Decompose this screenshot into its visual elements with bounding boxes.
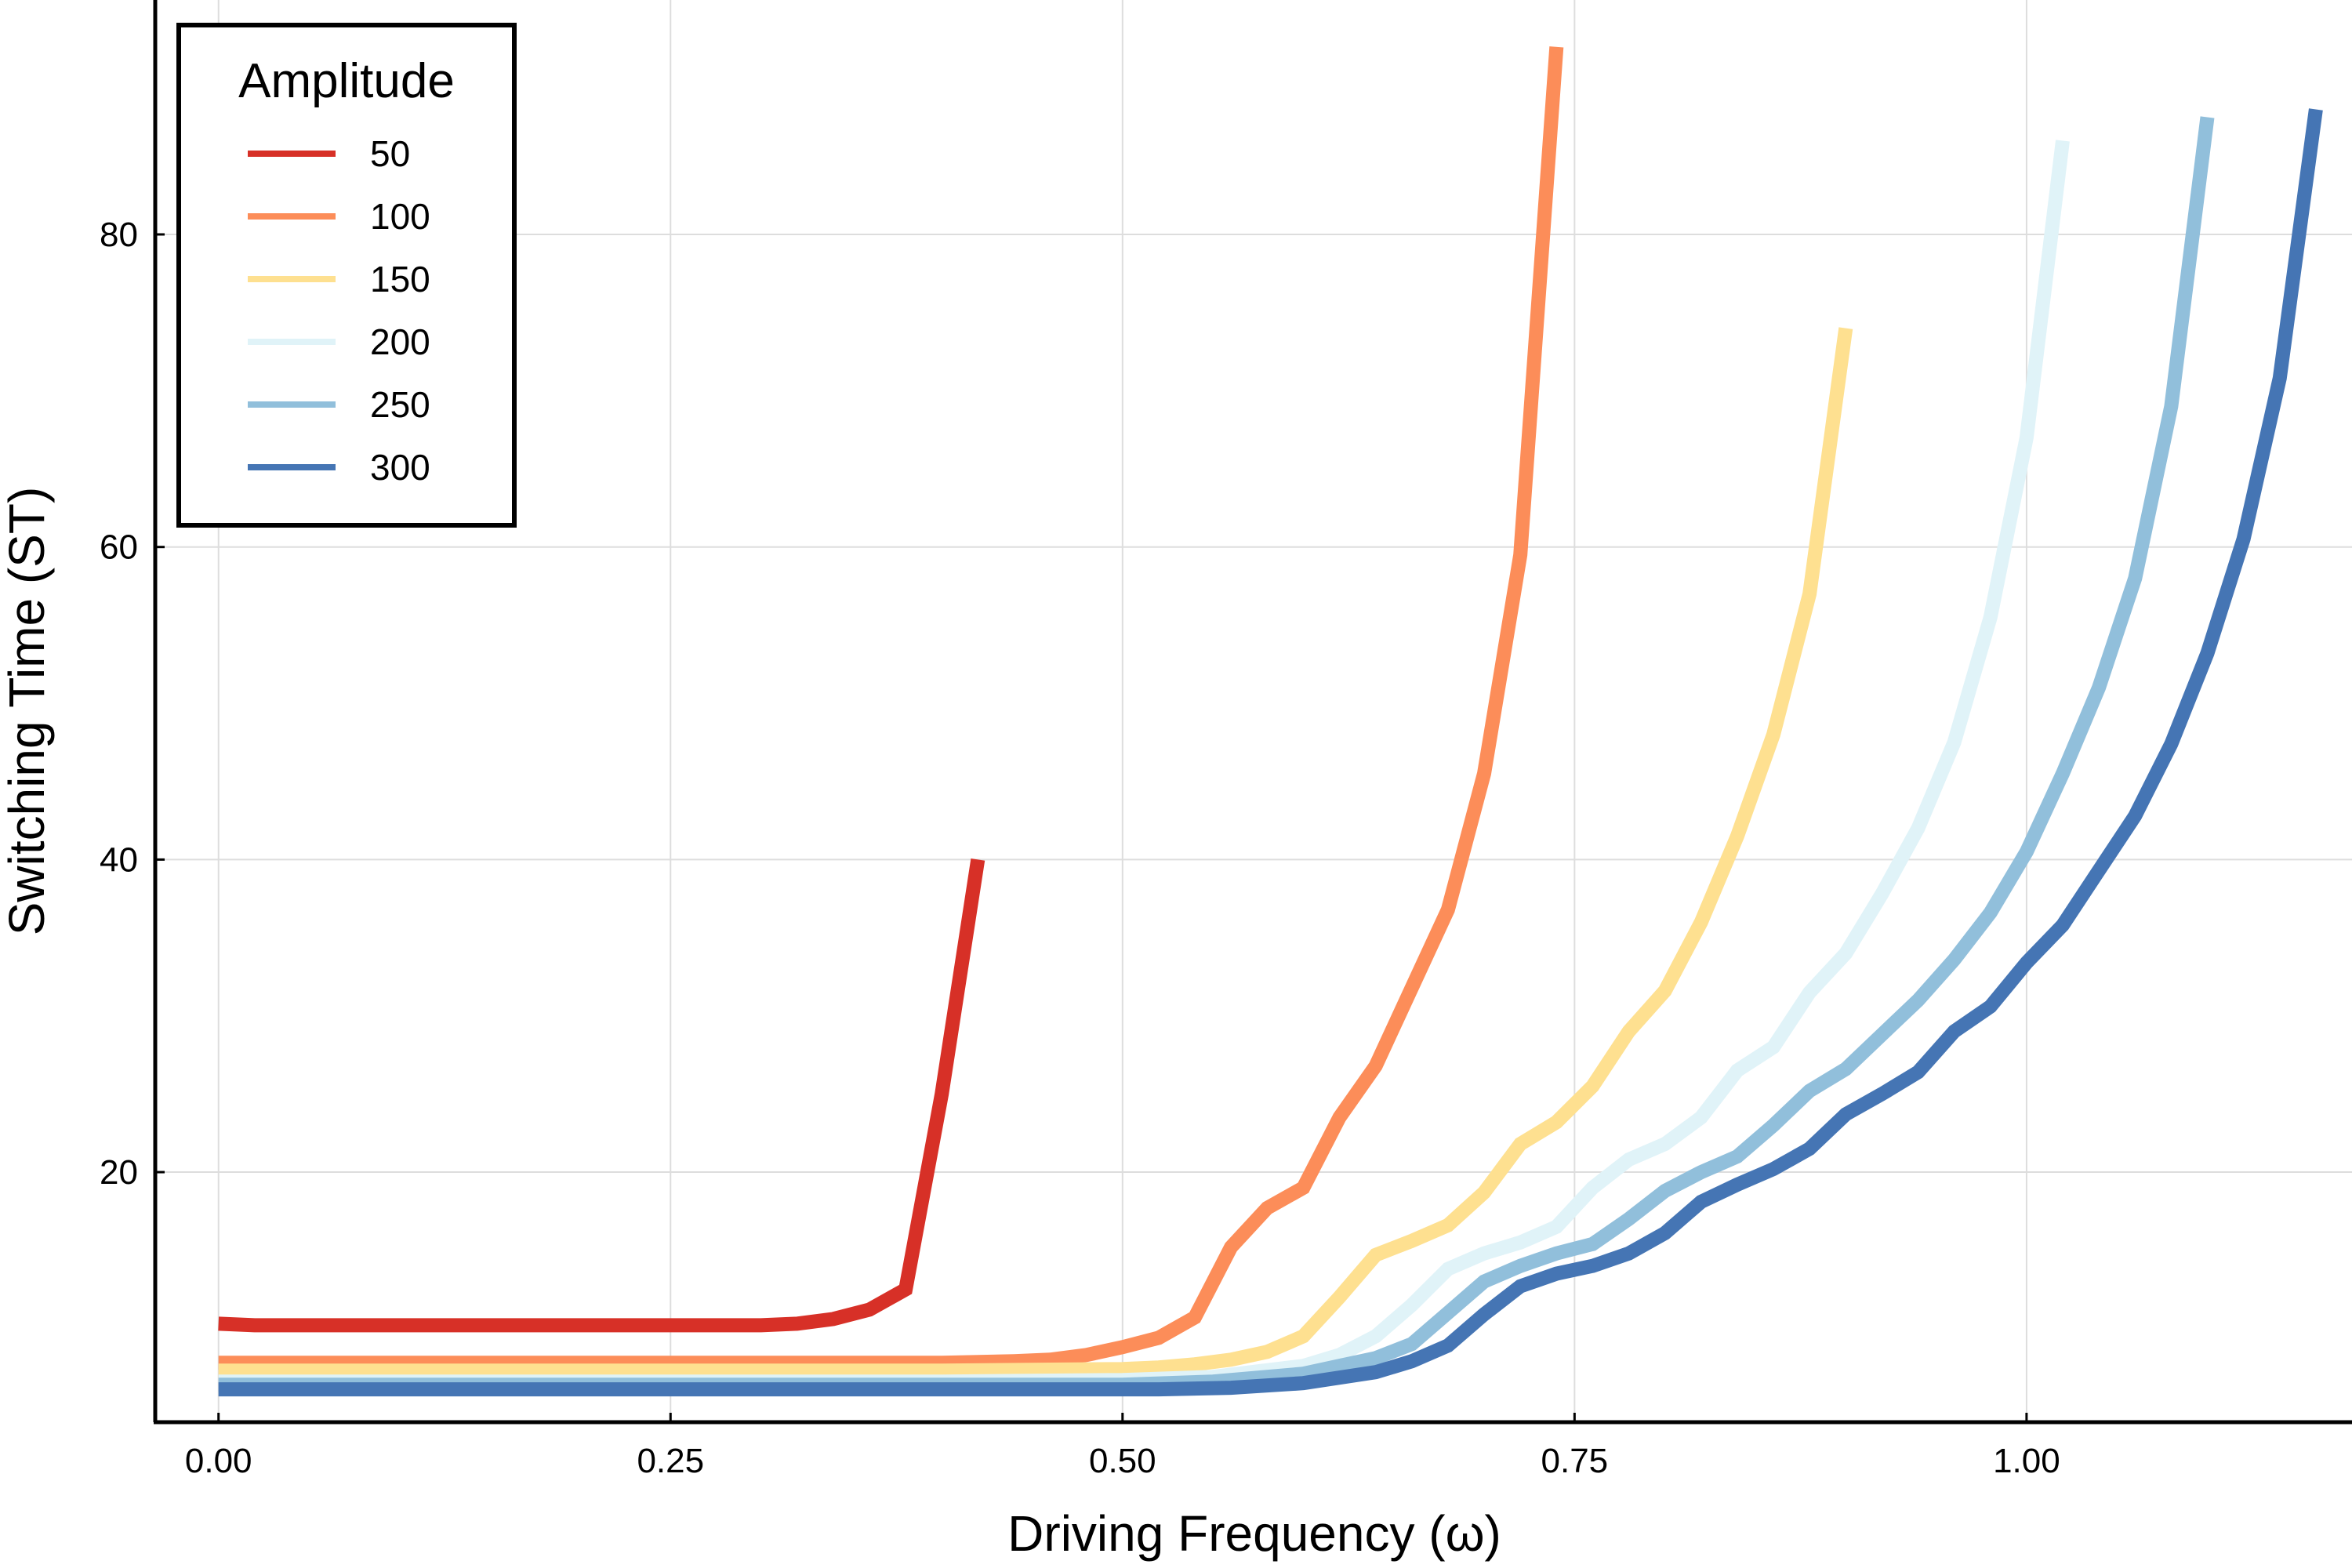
legend-label-150: 150: [370, 259, 430, 299]
tick-labels: 0.00 0.25 0.50 0.75 1.00 20 40 60 80: [100, 216, 2060, 1480]
legend: Amplitude 50 100 150 200 250 300: [176, 23, 517, 528]
legend-box: [176, 23, 517, 528]
x-tick-label: 0.00: [185, 1442, 252, 1480]
legend-label-100: 100: [370, 196, 430, 237]
x-tick-label: 0.50: [1089, 1442, 1156, 1480]
legend-label-300: 300: [370, 447, 430, 488]
y-tick-label: 80: [100, 216, 138, 254]
legend-label-200: 200: [370, 321, 430, 362]
x-axis-label: Driving Frequency (ω): [1007, 1505, 1501, 1562]
legend-title: Amplitude: [238, 54, 455, 108]
legend-label-250: 250: [370, 384, 430, 425]
series-line-100: [218, 46, 1564, 1370]
y-tick-label: 40: [100, 840, 138, 879]
series-line-250: [218, 116, 2215, 1392]
series-line-300: [218, 108, 2323, 1397]
series-lines: [218, 46, 2323, 1397]
y-axis-label: Switching Time (ST): [0, 487, 55, 936]
y-tick-label: 20: [100, 1153, 138, 1192]
x-tick-label: 0.75: [1541, 1442, 1609, 1480]
series-line-150: [218, 327, 1853, 1378]
axes: [153, 0, 2352, 1425]
y-tick-label: 60: [100, 528, 138, 567]
legend-items: 50 100 150 200 250 300: [248, 133, 430, 488]
x-tick-label: 0.25: [637, 1442, 704, 1480]
x-tick-label: 1.00: [1993, 1442, 2060, 1480]
legend-label-50: 50: [370, 133, 410, 174]
grid-lines: [155, 0, 2352, 1422]
series-line-50: [218, 858, 985, 1333]
